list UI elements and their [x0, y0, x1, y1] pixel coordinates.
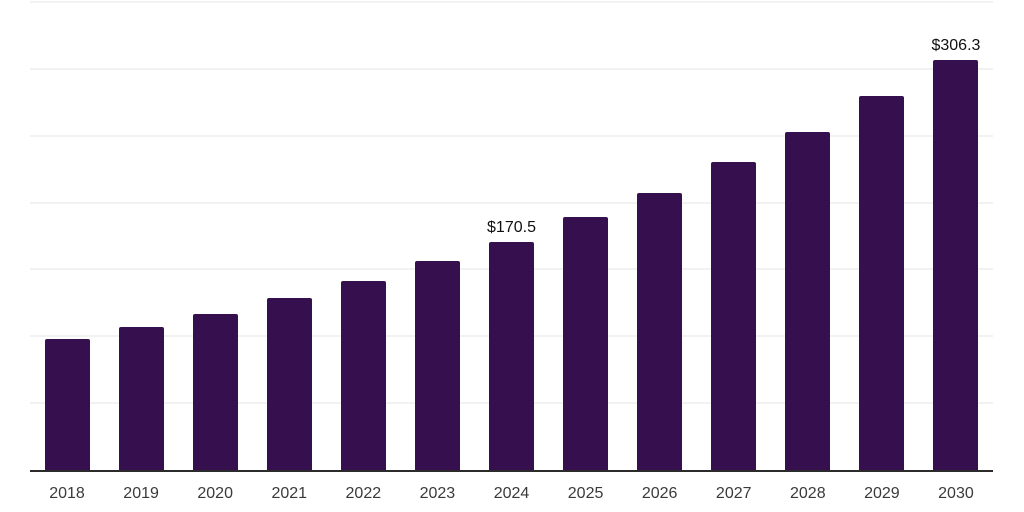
bar [489, 242, 534, 470]
bar [563, 217, 609, 470]
bar [44, 338, 90, 470]
bar [118, 326, 164, 470]
bar [637, 193, 683, 470]
x-tick-label: 2030 [938, 485, 974, 502]
x-tick-label: 2022 [345, 485, 382, 502]
bar [340, 281, 386, 470]
x-tick-label: 2019 [123, 485, 159, 502]
bar [711, 162, 757, 470]
bar [785, 131, 831, 470]
gridline [30, 1, 993, 3]
x-tick-label: 2023 [419, 485, 456, 502]
gridline [30, 67, 993, 70]
bar [859, 95, 905, 470]
x-tick-label: 2029 [864, 485, 900, 502]
gridline [30, 134, 993, 137]
x-tick-label: 2024 [493, 485, 530, 502]
bar [266, 297, 312, 470]
x-tick-label: 2018 [49, 485, 85, 502]
x-tick-label: 2025 [567, 485, 604, 502]
bar [933, 60, 979, 470]
x-tick-label: 2027 [715, 485, 752, 502]
x-tick-label: 2021 [271, 485, 308, 502]
value-label: $170.5 [487, 219, 536, 237]
bar [414, 261, 460, 470]
x-tick-label: 2028 [790, 485, 826, 502]
gridline [30, 201, 993, 204]
x-tick-label: 2026 [641, 485, 678, 502]
value-label: $306.3 [931, 37, 981, 55]
x-tick-label: 2020 [197, 485, 233, 502]
x-axis-line [30, 470, 993, 472]
bar [192, 313, 238, 470]
